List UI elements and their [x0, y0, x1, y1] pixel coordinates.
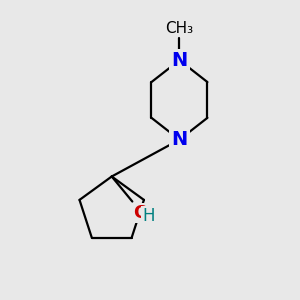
- Text: CH₃: CH₃: [165, 21, 194, 36]
- Text: H: H: [142, 207, 154, 225]
- Text: N: N: [171, 130, 188, 149]
- Text: N: N: [171, 51, 188, 70]
- Text: O: O: [133, 204, 148, 222]
